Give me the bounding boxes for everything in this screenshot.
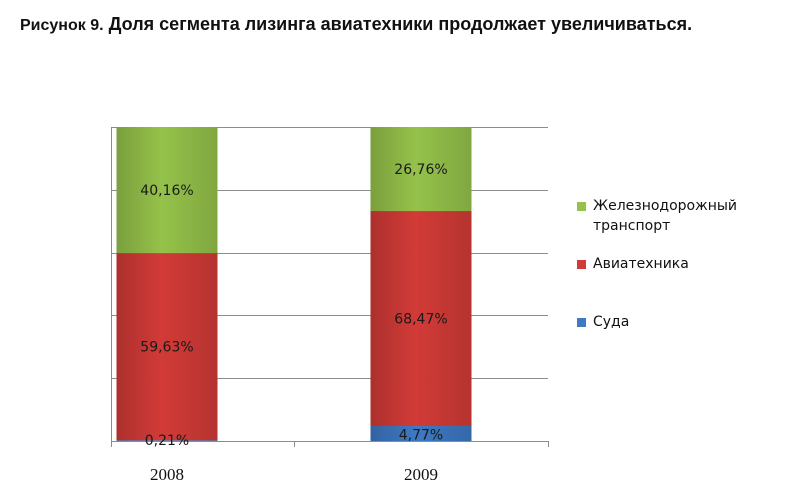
title-text: Доля сегмента лизинга авиатехники продол…: [108, 14, 693, 34]
legend-label-railway-line1: Железнодорожный: [593, 198, 738, 214]
legend-swatch-ships: [577, 318, 586, 327]
legend-swatch-railway: [577, 202, 586, 211]
bar-segment: [370, 426, 472, 441]
bar-segment: [116, 440, 218, 441]
figure-label: Рисунок 9.: [20, 17, 104, 34]
data-label: 4,77%: [399, 428, 443, 444]
bar-segment: [370, 211, 472, 427]
legend-label-railway-line2: транспорт: [593, 218, 671, 234]
chart-title: Рисунок 9. Доля сегмента лизинга авиатех…: [20, 14, 692, 35]
data-label: 59,63%: [140, 340, 193, 356]
data-label: 68,47%: [394, 312, 447, 328]
legend-item-ships: Суда: [577, 312, 789, 332]
legend-label-ships: Суда: [593, 314, 630, 330]
legend-swatch-aviation: [577, 260, 586, 269]
legend-item-railway: Железнодорожный транспорт: [577, 196, 789, 236]
legend-label-aviation: Авиатехника: [593, 256, 689, 272]
bar-segment: [370, 127, 472, 212]
data-label: 26,76%: [394, 162, 447, 178]
x-tick-label: 2008: [150, 465, 184, 484]
x-tick-label: 2009: [404, 465, 438, 484]
bar-segment: [116, 127, 218, 254]
bar-segment: [116, 253, 218, 441]
legend-item-aviation: Авиатехника: [577, 254, 789, 274]
data-label: 0,21%: [145, 433, 189, 449]
data-label: 40,16%: [140, 183, 193, 199]
